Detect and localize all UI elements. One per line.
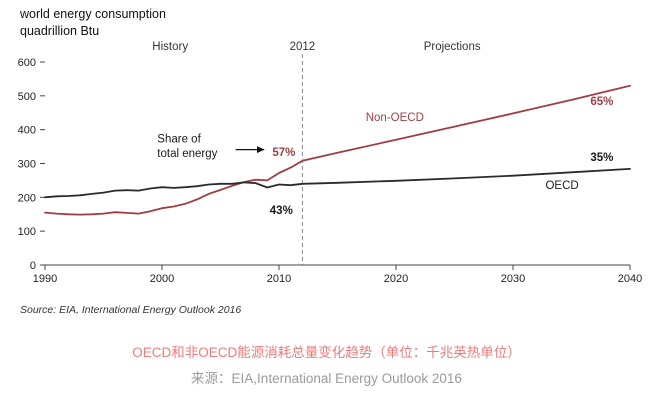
svg-text:100: 100 bbox=[18, 226, 36, 238]
svg-text:2030: 2030 bbox=[501, 273, 525, 285]
chart-title: world energy consumption quadrillion Btu bbox=[20, 6, 166, 40]
caption-block: OECD和非OECD能源消耗总量变化趋势（单位：千兆英热单位） 来源：EIA,I… bbox=[0, 340, 653, 392]
svg-text:Projections: Projections bbox=[424, 41, 481, 53]
svg-text:2000: 2000 bbox=[150, 273, 174, 285]
svg-text:total energy: total energy bbox=[157, 148, 217, 160]
caption-chinese-source: 来源：EIA,International Energy Outlook 2016 bbox=[191, 371, 462, 386]
chart-title-line1: world energy consumption bbox=[20, 7, 166, 21]
caption-chinese-title: OECD和非OECD能源消耗总量变化趋势（单位：千兆英热单位） bbox=[132, 345, 521, 360]
svg-text:2020: 2020 bbox=[384, 273, 408, 285]
svg-text:2040: 2040 bbox=[618, 273, 642, 285]
svg-text:600: 600 bbox=[18, 57, 36, 69]
svg-text:500: 500 bbox=[18, 91, 36, 103]
source-note: Source: EIA, International Energy Outloo… bbox=[20, 304, 242, 316]
svg-text:43%: 43% bbox=[270, 205, 293, 217]
svg-text:400: 400 bbox=[18, 125, 36, 137]
energy-consumption-line-chart: 1990 2000 2010 2020 2030 2040 0 100 200 300 400 500… bbox=[18, 41, 643, 285]
svg-text:300: 300 bbox=[18, 159, 36, 171]
svg-text:0: 0 bbox=[30, 260, 36, 272]
chart-title-line2: quadrillion Btu bbox=[20, 24, 100, 38]
svg-text:57%: 57% bbox=[272, 147, 295, 159]
svg-text:2010: 2010 bbox=[267, 273, 291, 285]
svg-text:Non-OECD: Non-OECD bbox=[366, 112, 424, 124]
svg-text:Share of: Share of bbox=[157, 134, 201, 146]
svg-text:OECD: OECD bbox=[545, 180, 578, 192]
svg-text:1990: 1990 bbox=[33, 273, 57, 285]
svg-text:35%: 35% bbox=[590, 152, 613, 164]
svg-text:2012: 2012 bbox=[290, 41, 316, 53]
svg-text:200: 200 bbox=[18, 192, 36, 204]
svg-text:65%: 65% bbox=[590, 96, 613, 108]
svg-text:History: History bbox=[152, 41, 188, 53]
